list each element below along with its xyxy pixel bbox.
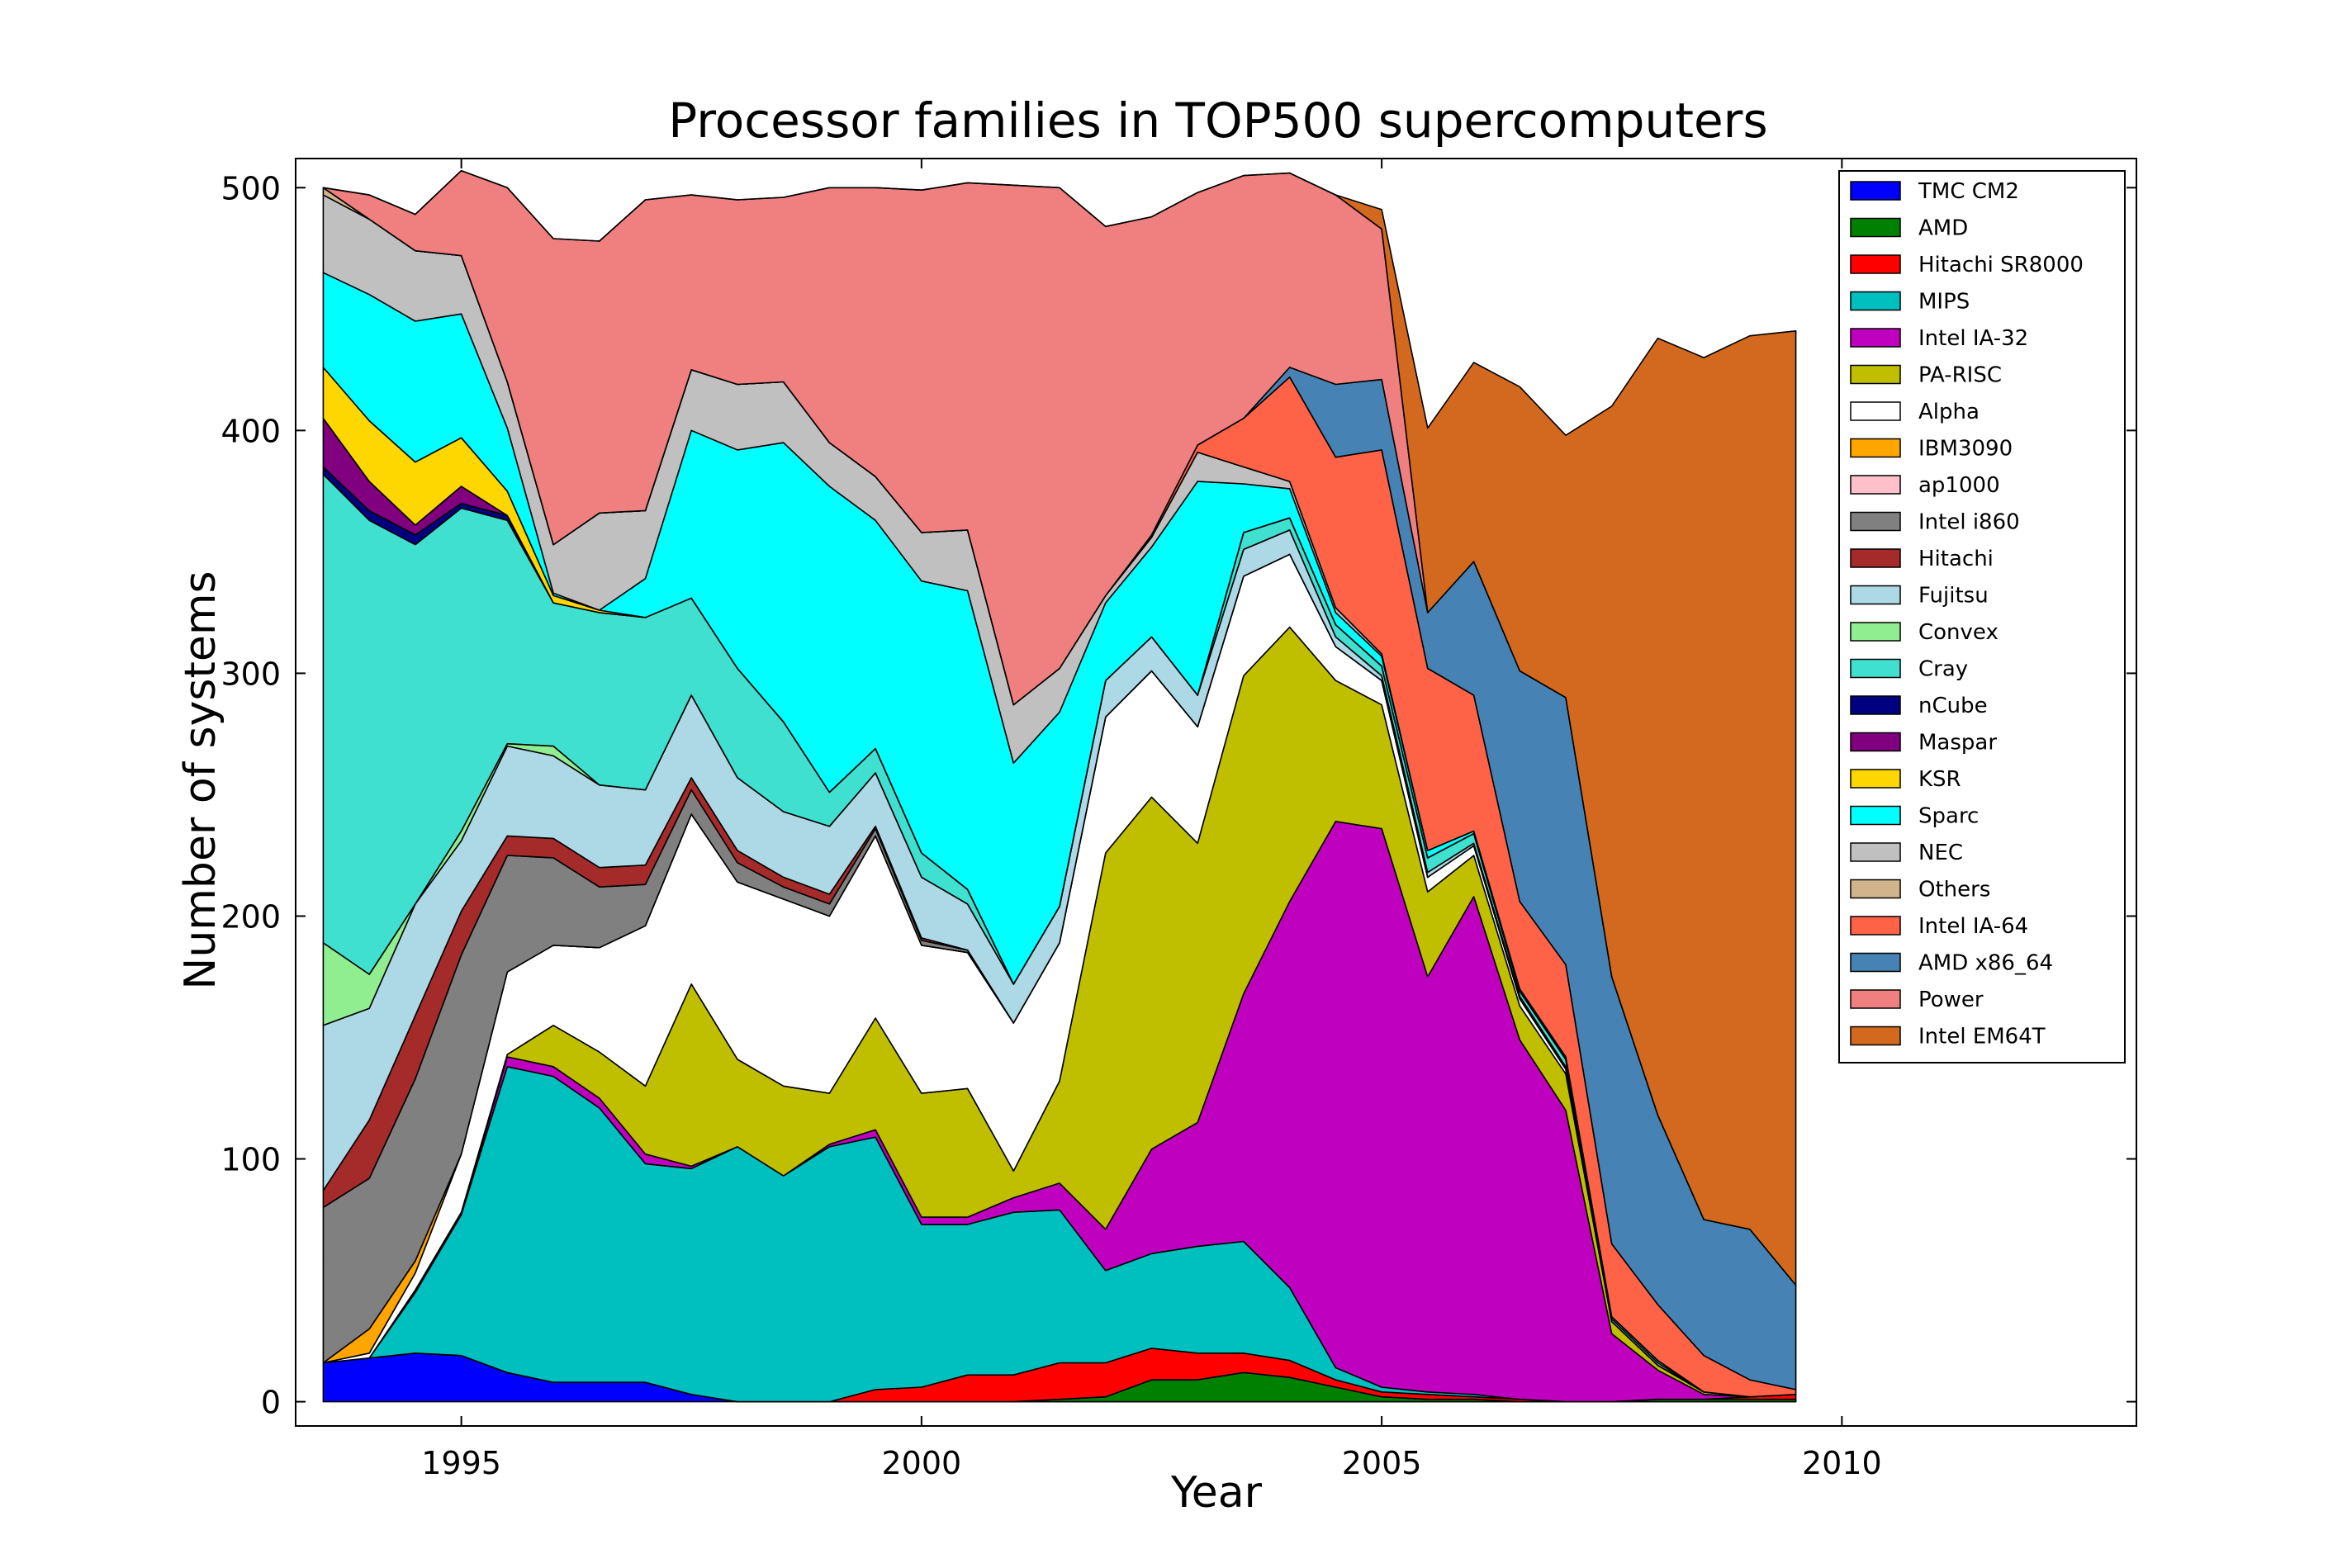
legend-label-intel-em64t: Intel EM64T — [1918, 1025, 2046, 1049]
x-tick-label: 2000 — [882, 1445, 962, 1481]
legend-label-amd-x86-64: AMD x86_64 — [1918, 951, 2053, 976]
legend-label-intel-i860: Intel i860 — [1918, 510, 2020, 535]
plot-frame — [295, 158, 2137, 1427]
legend-swatch-ksr — [1850, 769, 1901, 789]
legend-label-power: Power — [1918, 988, 1984, 1012]
y-tick-label: 500 — [220, 170, 281, 206]
legend-label-cray: Cray — [1918, 657, 1968, 682]
legend-swatch-convex — [1850, 622, 1901, 642]
legend-swatch-intel-i860 — [1850, 511, 1901, 532]
legend-swatch-intel-ia-64 — [1850, 916, 1901, 936]
legend-label-convex: Convex — [1918, 620, 1999, 645]
legend-label-fujitsu: Fujitsu — [1918, 584, 1989, 609]
area-intel-em64t — [322, 169, 1797, 1286]
legend-swatch-fujitsu — [1850, 585, 1901, 605]
stacked-areas — [322, 169, 1797, 1403]
legend-swatch-sparc — [1850, 805, 1901, 826]
legend-swatch-others — [1850, 879, 1901, 899]
legend-label-maspar: Maspar — [1918, 731, 1997, 756]
y-tick-label: 400 — [220, 413, 281, 449]
legend-label-tmc-cm2: TMC CM2 — [1918, 179, 2019, 204]
x-tick-label: 2005 — [1342, 1445, 1422, 1481]
legend-swatch-ap1000 — [1850, 475, 1901, 495]
y-axis: 0 100 200 300 400 500 — [220, 170, 2136, 1421]
legend: TMC CM2 AMD Hitachi SR8000 MIPS Intel IA-32 P… — [1838, 170, 2126, 1063]
y-tick-label: 0 — [261, 1385, 281, 1421]
x-axis-label: Year — [1170, 1468, 1263, 1518]
legend-swatch-ibm3090 — [1850, 438, 1901, 458]
legend-swatch-pa-risc — [1850, 364, 1901, 385]
legend-box — [1838, 170, 2126, 1063]
legend-label-intel-ia-32: Intel IA-32 — [1918, 326, 2028, 351]
legend-swatch-alpha — [1850, 401, 1901, 421]
legend-swatch-ncube — [1850, 695, 1901, 715]
legend-label-ncube: nCube — [1918, 694, 1988, 718]
legend-label-nec: NEC — [1918, 841, 1963, 865]
legend-swatch-intel-em64t — [1850, 1026, 1901, 1046]
legend-swatch-maspar — [1850, 732, 1901, 752]
legend-swatch-nec — [1850, 842, 1901, 862]
y-axis-label: Number of systems — [176, 571, 225, 989]
chart-title: Processor families in TOP500 supercomput… — [668, 92, 1767, 149]
legend-label-ibm3090: IBM3090 — [1918, 437, 2013, 462]
legend-swatch-hitachi — [1850, 548, 1901, 568]
legend-swatch-tmc-cm2 — [1850, 181, 1901, 201]
x-tick-label: 1995 — [421, 1445, 501, 1481]
legend-label-ap1000: ap1000 — [1918, 473, 2000, 498]
legend-swatch-power — [1850, 989, 1901, 1009]
legend-swatch-cray — [1850, 658, 1901, 679]
legend-label-ksr: KSR — [1918, 767, 1961, 792]
legend-swatch-amd — [1850, 217, 1901, 238]
legend-label-pa-risc: PA-RISC — [1918, 363, 2002, 388]
legend-swatch-mips — [1850, 291, 1901, 311]
legend-label-sparc: Sparc — [1918, 804, 1979, 829]
y-tick-label: 300 — [220, 656, 281, 692]
x-tick-label: 2010 — [1802, 1445, 1882, 1481]
legend-label-amd: AMD — [1918, 216, 1968, 241]
legend-label-hitachi-sr8000: Hitachi SR8000 — [1918, 253, 2084, 277]
legend-swatch-amd-x86-64 — [1850, 952, 1901, 973]
y-tick-label: 100 — [220, 1142, 281, 1178]
legend-swatch-hitachi-sr8000 — [1850, 254, 1901, 274]
legend-label-others: Others — [1918, 878, 1990, 902]
legend-label-mips: MIPS — [1918, 290, 1970, 315]
x-axis: 1995 2000 2005 2010 — [421, 159, 1882, 1481]
legend-swatch-intel-ia-32 — [1850, 328, 1901, 348]
legend-label-intel-ia-64: Intel IA-64 — [1918, 914, 2028, 939]
legend-label-alpha: Alpha — [1918, 400, 1980, 424]
y-tick-label: 200 — [220, 898, 281, 935]
legend-label-hitachi: Hitachi — [1918, 547, 1994, 571]
